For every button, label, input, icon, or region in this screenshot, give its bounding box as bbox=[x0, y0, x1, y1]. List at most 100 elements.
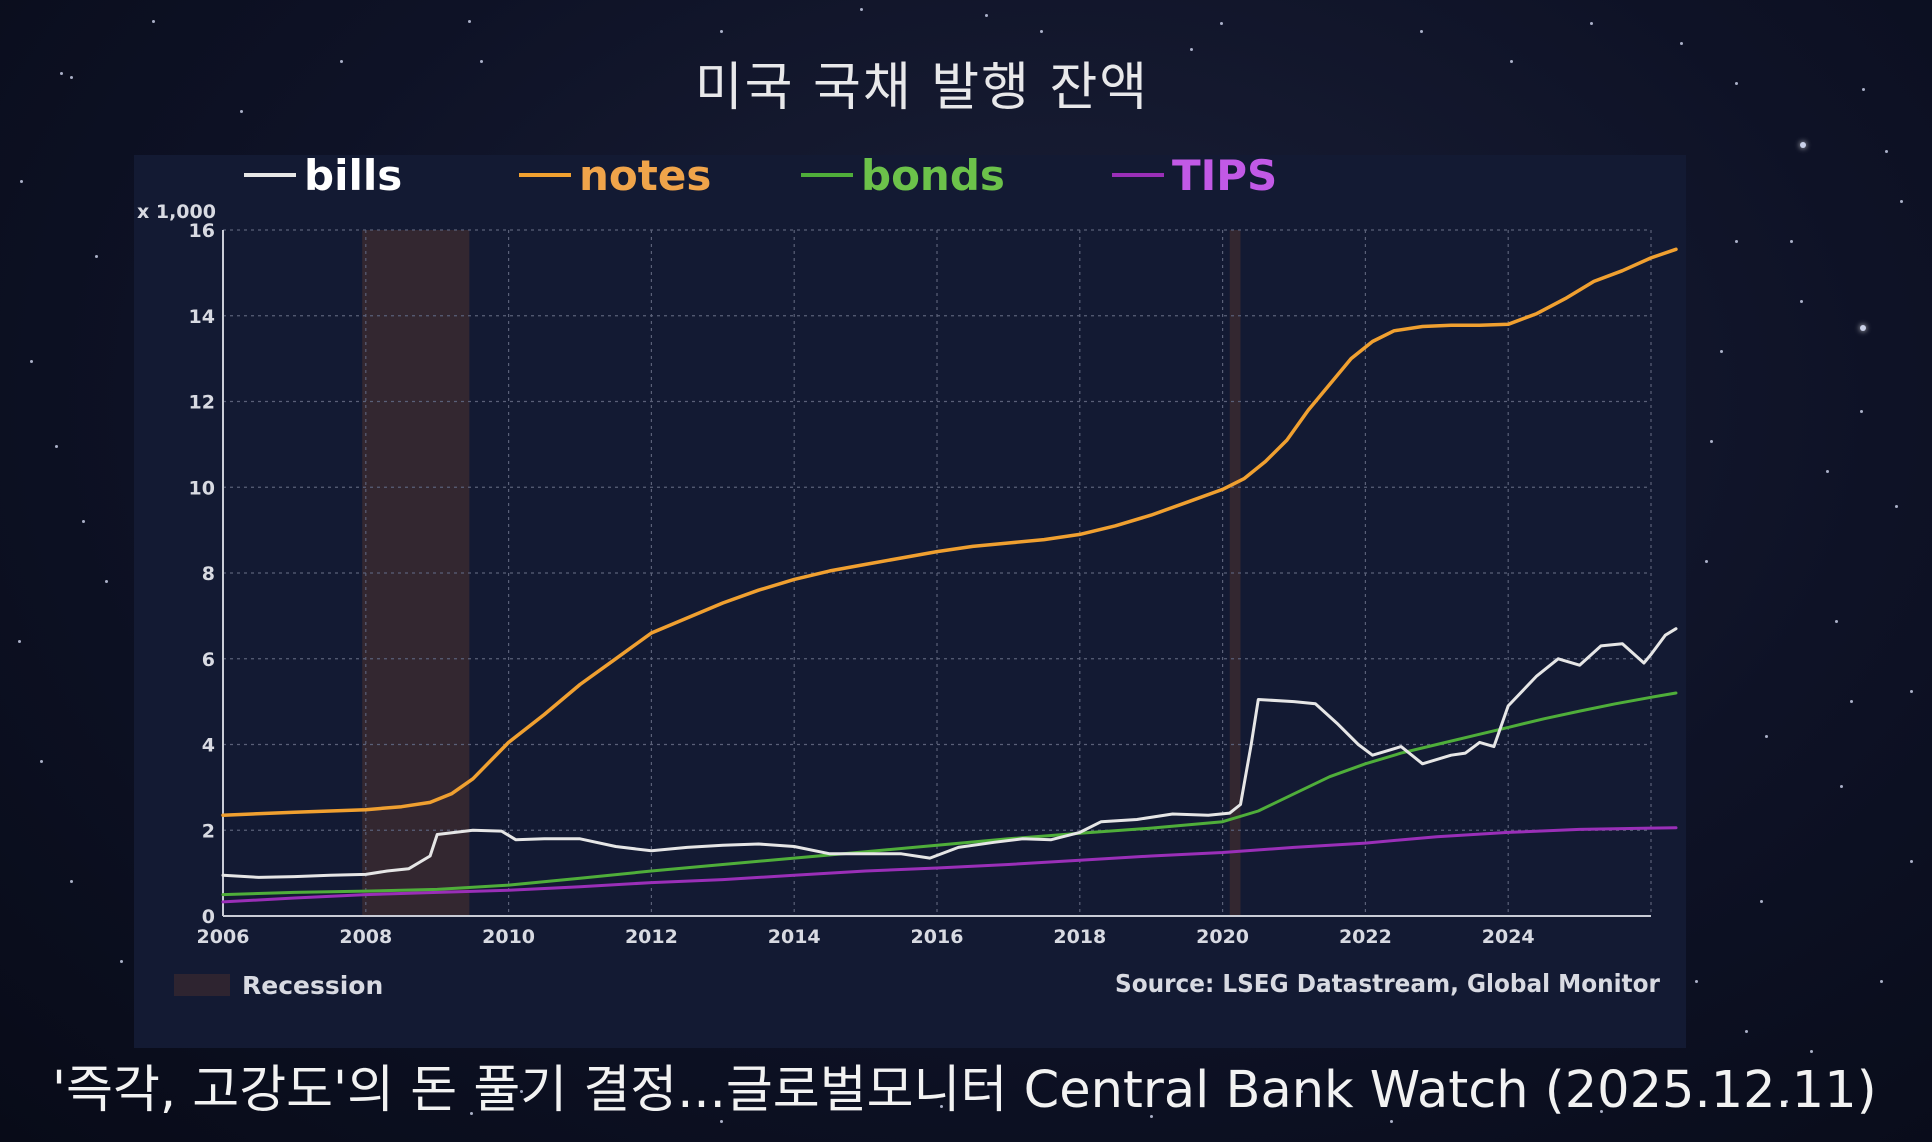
x-tick-label: 2010 bbox=[482, 926, 535, 948]
star-dot bbox=[18, 640, 21, 643]
star-dot bbox=[1190, 48, 1193, 51]
star-dot bbox=[1862, 88, 1865, 91]
star-dot bbox=[1705, 560, 1708, 563]
video-caption: '즉각, 고강도'의 돈 풀기 결정...글로벌모니터 Central Bank… bbox=[52, 1061, 1877, 1120]
star-dot bbox=[520, 1090, 523, 1093]
source-note: Source: LSEG Datastream, Global Monitor bbox=[1115, 969, 1661, 998]
star-dot bbox=[720, 30, 723, 33]
star-dot bbox=[860, 8, 863, 11]
x-tick-label: 2006 bbox=[197, 926, 250, 948]
star-dot bbox=[152, 20, 155, 23]
recession-band-0 bbox=[362, 230, 470, 916]
x-tick-label: 2020 bbox=[1196, 926, 1249, 948]
series-line-bonds bbox=[221, 691, 1678, 897]
star-dot bbox=[1860, 325, 1866, 331]
chart-axes bbox=[222, 230, 1651, 917]
page-title: 미국 국채 발행 잔액 bbox=[694, 58, 1150, 118]
star-dot bbox=[1885, 150, 1888, 153]
star-dot bbox=[468, 20, 471, 23]
star-dot bbox=[1765, 735, 1768, 738]
x-tick-label: 2018 bbox=[1053, 926, 1106, 948]
star-dot bbox=[1910, 860, 1913, 863]
star-dot bbox=[1860, 410, 1863, 413]
y-tick-label: 0 bbox=[202, 906, 215, 928]
star-dot bbox=[1910, 690, 1913, 693]
chart-panel: 0 2 4 6 8 10 12 14 16 2006 2008 2010 2012 2014 2016 20… bbox=[134, 155, 1686, 1048]
star-dot bbox=[1720, 350, 1723, 353]
x-tick-label: 2016 bbox=[911, 926, 964, 948]
x-tick-label: 2014 bbox=[768, 926, 821, 948]
y-tick-label: 16 bbox=[189, 220, 215, 242]
star-dot bbox=[1900, 200, 1903, 203]
star-dot bbox=[210, 1100, 213, 1103]
star-dot bbox=[82, 520, 85, 523]
star-dot bbox=[1800, 300, 1803, 303]
star-dot bbox=[30, 360, 33, 363]
series-lines bbox=[221, 247, 1678, 904]
x-tick-label: 2022 bbox=[1339, 926, 1392, 948]
star-dot bbox=[1895, 505, 1898, 508]
y-tick-labels: 0 2 4 6 8 10 12 14 16 bbox=[189, 220, 215, 928]
recession-legend: Recession bbox=[174, 971, 383, 1000]
star-dot bbox=[1150, 1115, 1153, 1118]
star-dot bbox=[1840, 785, 1843, 788]
star-dot bbox=[1826, 470, 1829, 473]
star-dot bbox=[1600, 1110, 1603, 1113]
star-dot bbox=[1680, 42, 1683, 45]
series-line-notes bbox=[221, 247, 1678, 817]
star-dot bbox=[985, 14, 988, 17]
star-dot bbox=[1735, 240, 1738, 243]
star-dot bbox=[240, 110, 243, 113]
star-dot bbox=[55, 445, 58, 448]
star-dot bbox=[40, 760, 43, 763]
star-dot bbox=[1300, 1090, 1303, 1093]
star-dot bbox=[1735, 82, 1738, 85]
chart-grid bbox=[223, 229, 1652, 916]
star-dot bbox=[120, 960, 123, 963]
y-tick-label: 2 bbox=[202, 820, 215, 842]
star-dot bbox=[1220, 22, 1223, 25]
star-dot bbox=[1850, 700, 1853, 703]
star-dot bbox=[1800, 142, 1806, 148]
y-unit-label: x 1,000 bbox=[137, 201, 216, 223]
legend-label-tips: TIPS bbox=[1172, 155, 1277, 200]
x-tick-label: 2008 bbox=[339, 926, 392, 948]
star-dot bbox=[1695, 980, 1698, 983]
star-dot bbox=[480, 60, 483, 63]
x-tick-labels: 2006 2008 2010 2012 2014 2016 2018 2020 2022 2024 bbox=[197, 926, 1535, 948]
star-dot bbox=[1040, 30, 1043, 33]
star-dot bbox=[1590, 22, 1593, 25]
y-tick-label: 6 bbox=[202, 649, 215, 671]
star-dot bbox=[1785, 1100, 1788, 1103]
x-tick-label: 2024 bbox=[1482, 926, 1535, 948]
star-dot bbox=[720, 1120, 723, 1123]
star-dot bbox=[1510, 60, 1513, 63]
y-tick-label: 14 bbox=[189, 306, 215, 328]
x-tick-label: 2012 bbox=[625, 926, 678, 948]
star-dot bbox=[1880, 980, 1883, 983]
legend-label-bonds: bonds bbox=[861, 155, 1005, 200]
star-dot bbox=[70, 76, 73, 79]
y-tick-label: 4 bbox=[202, 735, 215, 757]
star-dot bbox=[1710, 440, 1713, 443]
legend-label-bills: bills bbox=[304, 155, 402, 200]
series-line-tips bbox=[221, 826, 1678, 904]
star-dot bbox=[20, 180, 23, 183]
y-tick-label: 10 bbox=[189, 477, 215, 499]
legend-label-notes: notes bbox=[579, 155, 711, 200]
star-dot bbox=[340, 60, 343, 63]
star-dot bbox=[1835, 620, 1838, 623]
star-dot bbox=[1760, 900, 1763, 903]
star-dot bbox=[1390, 1120, 1393, 1123]
recession-band-1 bbox=[1229, 230, 1241, 916]
star-dot bbox=[95, 255, 98, 258]
chart-legend: bills notes bonds TIPS bbox=[244, 155, 1277, 200]
star-dot bbox=[70, 880, 73, 883]
recession-label: Recession bbox=[242, 971, 383, 1000]
series-line-bills bbox=[221, 627, 1678, 879]
star-dot bbox=[1810, 1050, 1813, 1053]
y-tick-label: 12 bbox=[189, 392, 215, 414]
y-tick-label: 8 bbox=[202, 563, 215, 585]
